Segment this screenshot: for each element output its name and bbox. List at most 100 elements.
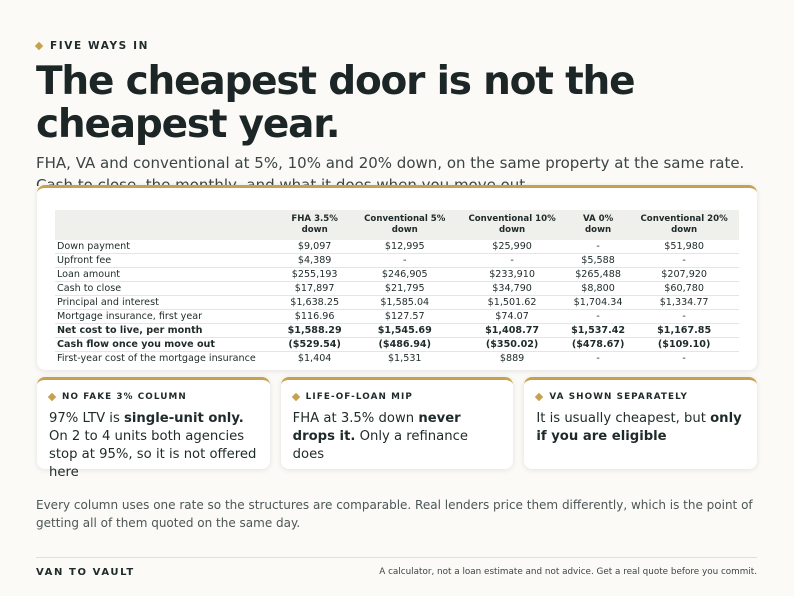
card-text: 97% LTV is [49,411,125,426]
table-cell: $21,795 [352,281,458,297]
comparison-table-card: FHA 3.5% down Conventional 5% down Conve… [37,185,757,370]
table-cell: $1,167.85 [629,323,739,339]
table-cell: ($109.10) [629,337,739,353]
column-header: Conventional 5% down [352,210,458,240]
table-row: Principal and interest $1,638.25 $1,585.… [55,295,739,311]
table-cell: $265,488 [566,267,630,283]
table-cell: - [629,253,739,269]
diamond-icon [291,392,300,402]
table-row-highlight: Cash flow once you move out ($529.54) ($… [55,337,739,353]
eyebrow: FIVE WAYS IN [34,40,149,52]
table-cell: $889 [499,353,525,365]
column-header: Conventional 10% down [457,210,567,240]
callout-cards: NO FAKE 3% COLUMN 97% LTV is single-unit… [37,377,758,480]
table-cell: $1,704.34 [566,295,630,311]
table-cell: $74.07 [457,309,567,325]
table-cell: - [596,353,600,365]
table-cell: - [629,309,739,325]
callout-card-no-fake-column: NO FAKE 3% COLUMN 97% LTV is single-unit… [37,377,270,480]
table-cell: $1,638.25 [277,295,353,311]
card-tag: NO FAKE 3% COLUMN [47,392,258,402]
column-header: Conventional 20% down [629,210,739,240]
eyebrow-label: FIVE WAYS IN [50,40,149,52]
table-cell: $9,097 [277,240,353,255]
table-cell: $1,404 [297,353,332,365]
table-row: Cash to close $17,897 $21,795 $34,790 $8… [55,281,739,297]
card-emphasis: never drops it. [292,411,461,444]
table-cell: $60,780 [629,281,739,297]
table-cell: $1,531 [387,353,422,365]
table-cell: ($486.94) [352,337,458,353]
card-text: On 2 to 4 units both agencies stop at 95… [49,429,257,480]
table-cell: $4,389 [277,253,353,269]
table-row: Upfront fee $4,389 - - $5,588 - [55,253,739,269]
table-cell: $17,897 [277,281,353,297]
table-cell: ($350.02) [457,337,567,353]
table-cell: $233,910 [457,267,567,283]
card-tag-label: VA SHOWN SEPARATELY [549,392,688,402]
table-cell: - [682,353,686,365]
table-cell: ($529.54) [277,337,353,353]
table-cell: $1,537.42 [566,323,630,339]
table-cell: $1,588.29 [277,323,353,339]
row-label: Principal and interest [55,295,277,311]
table-cell: $1,585.04 [352,295,458,311]
card-body: 97% LTV is single-unit only. On 2 to 4 u… [49,410,258,482]
table-cell: $51,980 [629,240,739,255]
card-emphasis: single-unit only. [124,411,244,426]
callout-card-va-separately: VA SHOWN SEPARATELY It is usually cheape… [524,377,758,469]
table-cell: - [566,309,630,325]
table-cell: $34,790 [457,281,567,297]
table-row: First-year cost of the mortgage insuranc… [55,352,739,366]
footnote: Every column uses one rate so the struct… [36,498,753,530]
table-row-highlight: Net cost to live, per month $1,588.29 $1… [55,323,739,339]
table-cell: - [566,240,630,255]
card-body: FHA at 3.5% down never drops it. Only a … [293,410,502,464]
table-cell: $12,995 [352,240,458,255]
row-label: Mortgage insurance, first year [55,309,277,325]
card-emphasis: only if you are eligible [536,411,742,444]
row-label: Cash flow once you move out [55,337,277,353]
card-text: It is usually cheapest, but [536,411,711,426]
table-cell: $127.57 [352,309,458,325]
table-cell: ($478.67) [566,337,630,353]
row-label: Loan amount [55,267,277,283]
card-tag: VA SHOWN SEPARATELY [535,392,745,402]
brand-logo: VAN TO VAULT [36,567,135,578]
table-cell: - [457,253,567,269]
row-label: Down payment [55,240,277,255]
table-row: Down payment $9,097 $12,995 $25,990 - $5… [55,240,739,255]
table-cell: $1,334.77 [629,295,739,311]
card-text: FHA at 3.5% down [292,411,419,426]
table-cell: $207,920 [629,267,739,283]
card-tag-label: NO FAKE 3% COLUMN [62,392,187,402]
table-header-row: FHA 3.5% down Conventional 5% down Conve… [55,210,739,240]
comparison-table: FHA 3.5% down Conventional 5% down Conve… [55,210,739,365]
table-cell: $255,193 [277,267,353,283]
row-label: First-year cost of the mortgage insuranc… [57,353,256,365]
table-cell: $116.96 [277,309,353,325]
row-label: Net cost to live, per month [55,323,277,339]
table-cell: $246,905 [352,267,458,283]
page-subtitle: FHA, VA and conventional at 5%, 10% and … [36,154,745,186]
row-label: Cash to close [55,281,277,297]
disclaimer: A calculator, not a loan estimate and no… [379,567,757,577]
card-body: It is usually cheapest, but only if you … [536,410,745,446]
column-header: VA 0% down [566,210,630,240]
column-header: FHA 3.5% down [277,210,353,240]
column-header [55,210,277,240]
table-cell: $1,545.69 [352,323,458,339]
card-tag-label: LIFE-OF-LOAN MIP [305,392,413,402]
callout-card-life-of-loan-mip: LIFE-OF-LOAN MIP FHA at 3.5% down never … [280,377,514,469]
diamond-icon [47,392,57,402]
table-row: Mortgage insurance, first year $116.96 $… [55,309,739,325]
card-tag: LIFE-OF-LOAN MIP [291,392,502,402]
card-text: Only a refinance does [292,429,468,462]
page-title: The cheapest door is not the cheapest ye… [36,59,636,147]
table-row: Loan amount $255,193 $246,905 $233,910 $… [55,267,739,283]
diamond-icon [535,392,544,402]
footer-divider [36,557,757,558]
table-cell: - [352,253,458,269]
table-cell: $1,408.77 [457,323,567,339]
row-label: Upfront fee [55,253,277,269]
